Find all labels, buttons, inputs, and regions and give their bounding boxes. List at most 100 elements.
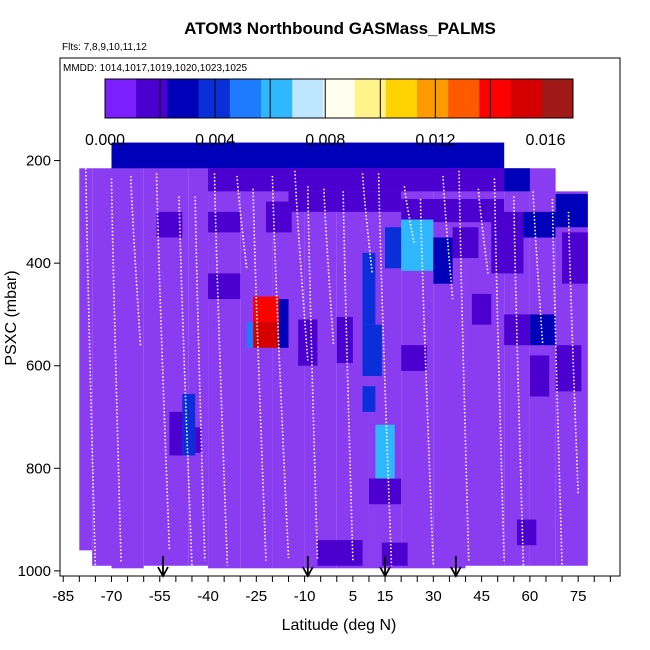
heatmap-cell [298,319,318,366]
flight-profiles [84,168,579,569]
flight-profile [155,173,171,551]
flight-profile [323,188,335,346]
colorbar-band [385,79,418,118]
heatmap-cell [169,411,183,456]
heatmap-cell [362,386,376,412]
heatmap-cell [278,299,289,348]
colorbar-band [479,79,512,118]
heatmap-cell [265,201,292,233]
heatmap-cell [452,227,479,259]
colorbar-bands [104,78,574,119]
flight-profile [213,173,229,566]
colorbar-band [417,79,449,118]
heatmap-column-3 [111,142,144,569]
y-tick-label: 400 [26,255,51,272]
colorbar-tick-label: 0.000 [85,132,125,149]
flight-profile [442,175,454,300]
x-tick-label: 5 [349,588,357,605]
heatmap-cell [362,324,382,376]
heatmap-cell [555,193,588,228]
heatmap-cell [523,211,556,238]
colorbar-band [198,79,231,118]
x-tick-label: 15 [377,588,394,605]
y-axis: 200 400 600 800 1000 [18,153,60,580]
x-axis-label: Latitude (deg N) [282,617,397,634]
flight-profile [194,196,206,561]
colorbar-band [510,79,543,118]
heatmap-cell [208,211,241,233]
x-tick-label: 60 [522,588,539,605]
colorbar-band [448,79,480,118]
colorbar-band [261,79,293,118]
heatmap-column-2 [92,168,112,566]
x-tick-label: 45 [473,588,490,605]
heatmap-cell [529,355,550,397]
flight-profile [271,175,290,559]
flight-profile [342,191,354,561]
heatmap-cell [433,237,453,284]
flight-profile [551,199,563,566]
colorbar-band [354,79,387,118]
heatmap-cell [401,219,434,271]
flight-profile [84,168,97,569]
heatmap-column-6 [208,142,241,569]
y-tick-label: 200 [26,153,51,170]
flight-profile [419,199,435,566]
heatmap-cell [253,296,279,323]
heatmap-column-1 [79,168,93,551]
heatmap-cell [517,519,537,546]
colorbar-band [292,79,324,118]
colorbar-band [323,79,356,118]
flight-profile [252,188,267,561]
flight-profile [477,188,489,274]
plot-frame [59,57,621,577]
dates-note: MMDD: 1014,1017,1019,1020,1023,1025 [63,63,247,74]
flight-profile [110,178,122,564]
flight-profile [130,175,142,346]
colorbar-tick-label: 0.008 [305,132,345,149]
flight-profile [294,170,309,361]
colorbar: 0.000 0.004 0.008 0.012 0.016 [85,78,574,149]
colorbar-tick-label: 0.016 [525,132,565,149]
flight-profile [361,173,373,274]
colorbar-band [229,79,262,118]
heatmap-cell [381,542,408,566]
colorbar-band [105,79,137,118]
heatmap-area [79,142,588,569]
heatmap-cell [529,314,556,346]
x-tick-label: -10 [294,588,316,605]
flight-profile [458,170,470,561]
colorbar-band [136,79,168,118]
heatmap-cell [504,168,530,192]
x-tick-label: -25 [245,588,267,605]
heatmap-cell [111,142,505,169]
colorbar-ticks: 0.000 0.004 0.008 0.012 0.016 [85,132,566,149]
heatmap-cell [562,232,588,284]
heatmap-cell [208,273,241,300]
heatmap-column-4 [143,142,189,566]
chart-title: ATOM3 Northbound GASMass_PALMS [184,19,496,38]
colorbar-tick-label: 0.004 [195,132,235,149]
heatmap-cell [182,393,196,456]
heatmap-cell [555,345,582,392]
colorbar-tick-label: 0.012 [415,132,455,149]
heatmap-features [111,142,588,566]
x-axis: -85 -70 -55 -40 -25 -10 5 15 30 45 60 75 [52,576,611,605]
heatmap-cell [385,227,402,269]
heatmap-cell [288,191,402,212]
heatmap-cell [246,322,254,348]
heatmap-cell [195,427,202,453]
colorbar-band [167,79,200,118]
flight-profile [493,178,505,561]
y-tick-label: 800 [26,460,51,477]
x-tick-label: 30 [425,588,442,605]
flights-note: Flts: 7,8,9,10,11,12 [62,42,147,53]
flight-profile [377,173,393,566]
heatmap-cell [368,478,402,505]
heatmap-cell [401,199,505,223]
heatmap-cell [375,424,395,479]
y-axis-label: PSXC (mbar) [3,270,20,365]
colorbar-band [541,79,574,118]
heatmap-cell [471,293,492,325]
y-tick-label: 600 [26,358,51,375]
